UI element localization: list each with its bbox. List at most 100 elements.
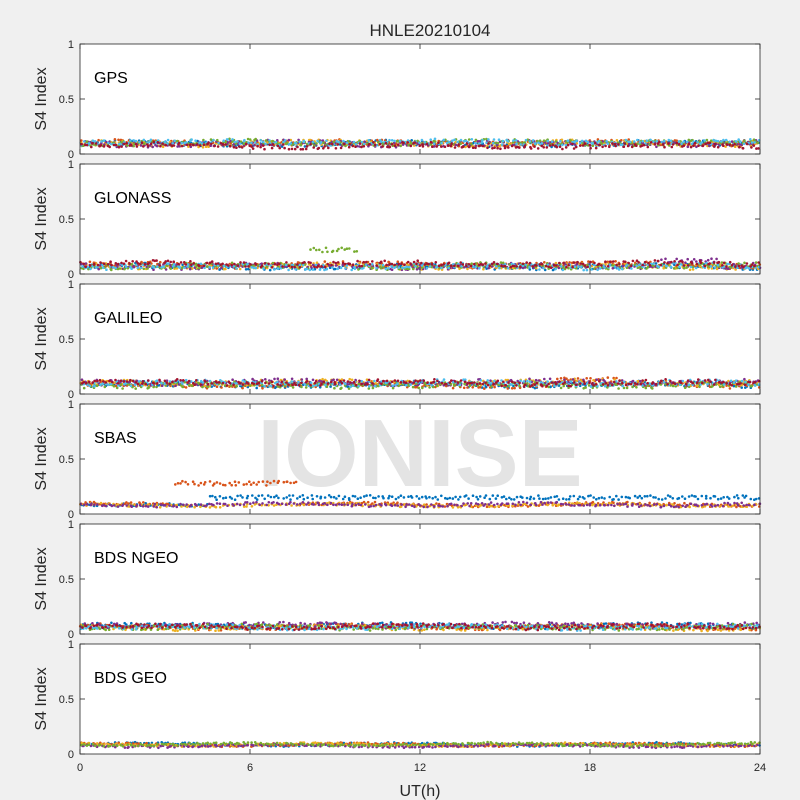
data-point: [635, 386, 638, 389]
data-point: [341, 261, 345, 265]
data-point: [696, 141, 699, 144]
data-point: [387, 267, 391, 270]
data-point: [481, 263, 485, 267]
data-point: [355, 250, 359, 253]
data-point: [415, 262, 418, 266]
data-point: [519, 143, 522, 146]
data-point: [131, 379, 135, 383]
data-point: [671, 143, 675, 146]
data-point: [252, 264, 255, 268]
data-point: [110, 268, 113, 272]
data-point: [216, 145, 220, 148]
data-point: [485, 267, 488, 270]
data-point: [235, 385, 238, 388]
data-point: [268, 268, 272, 272]
data-point: [93, 379, 96, 383]
data-point: [356, 259, 359, 263]
data-point: [738, 145, 741, 149]
data-point: [743, 139, 746, 142]
data-point: [695, 260, 698, 263]
data-point: [246, 262, 249, 266]
data-point: [210, 260, 214, 263]
data-point: [757, 147, 760, 150]
data-point: [326, 262, 330, 266]
data-point: [346, 380, 350, 383]
data-point: [673, 260, 676, 263]
data-point: [255, 386, 258, 390]
data-point: [459, 138, 463, 142]
data-point: [331, 266, 334, 269]
data-point: [160, 381, 163, 385]
data-point: [483, 387, 486, 390]
data-point: [343, 248, 347, 251]
data-point: [478, 385, 482, 389]
data-point: [313, 265, 316, 269]
data-point: [567, 264, 570, 267]
data-point: [396, 379, 400, 383]
data-point: [207, 141, 210, 145]
data-point: [565, 265, 568, 269]
data-point: [380, 382, 383, 386]
data-point: [446, 144, 450, 147]
data-point: [440, 266, 443, 270]
data-point: [526, 379, 529, 383]
data-point: [756, 141, 760, 145]
data-point: [456, 381, 460, 384]
data-point: [212, 139, 215, 142]
data-point: [340, 381, 344, 385]
data-point: [703, 264, 707, 268]
data-point: [428, 265, 432, 268]
data-point: [193, 383, 197, 387]
data-point: [662, 381, 666, 384]
data-point: [236, 140, 239, 143]
data-point: [405, 265, 409, 269]
data-point: [625, 386, 629, 390]
data-point: [348, 143, 352, 146]
data-point: [264, 378, 267, 381]
data-point: [450, 379, 453, 382]
data-point: [685, 140, 689, 144]
data-point: [363, 383, 367, 386]
data-point: [262, 267, 265, 270]
data-point: [384, 267, 388, 271]
data-point: [486, 146, 489, 150]
data-point: [172, 263, 176, 266]
data-point: [479, 379, 483, 382]
data-point: [513, 143, 516, 147]
data-point: [459, 261, 463, 264]
data-point: [678, 265, 681, 269]
data-point: [363, 140, 366, 143]
data-point: [421, 143, 425, 146]
data-point: [303, 145, 307, 148]
data-point: [440, 264, 443, 267]
data-point: [155, 382, 159, 385]
data-point: [749, 138, 752, 141]
data-point: [190, 263, 193, 267]
data-point: [102, 380, 105, 383]
data-point: [637, 261, 640, 264]
data-point: [142, 142, 146, 145]
data-point: [563, 378, 566, 382]
data-point: [116, 262, 120, 266]
data-point: [686, 145, 690, 149]
data-point: [576, 260, 579, 264]
data-point: [622, 145, 626, 148]
data-point: [326, 382, 330, 385]
data-point: [641, 265, 644, 269]
data-point: [141, 380, 145, 383]
data-point: [491, 265, 494, 268]
data-point: [687, 142, 691, 146]
data-point: [732, 381, 736, 384]
data-point: [371, 266, 374, 270]
data-point: [271, 139, 274, 143]
data-point: [355, 266, 359, 269]
data-point: [627, 261, 630, 265]
data-point: [567, 266, 570, 270]
data-point: [85, 381, 88, 385]
data-point: [279, 384, 282, 387]
data-point: [572, 147, 576, 150]
data-point: [225, 384, 229, 387]
data-point: [753, 384, 757, 387]
data-point: [368, 384, 371, 388]
